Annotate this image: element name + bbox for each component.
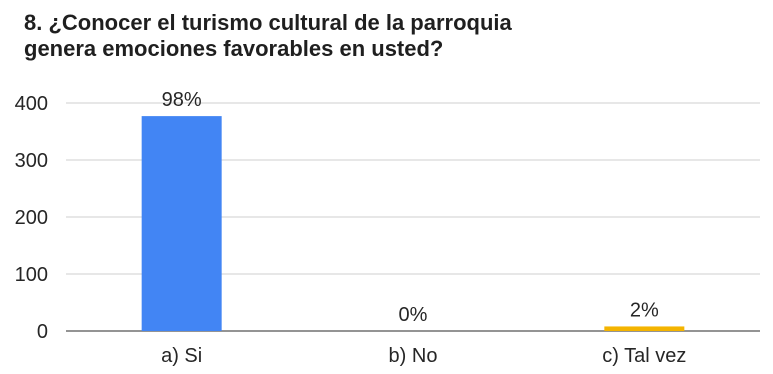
y-axis-ticks: 0 100 200 300 400 [15, 93, 48, 343]
y-tick-label: 400 [15, 93, 48, 115]
y-tick-label: 300 [15, 150, 48, 172]
y-tick-label: 100 [15, 264, 48, 286]
y-tick-label: 200 [15, 207, 48, 229]
x-axis-ticks: a) Si b) No c) Tal vez [161, 345, 686, 367]
chart-title-line-1: 8. ¿Conocer el turismo cultural de la pa… [24, 10, 512, 35]
y-tick-label: 0 [37, 321, 48, 343]
bar [141, 116, 222, 331]
data-labels: 98% 0% 2% [162, 89, 659, 326]
data-label: 2% [630, 299, 659, 321]
bar [604, 326, 685, 331]
x-tick-label: b) No [389, 345, 438, 367]
data-label: 98% [162, 89, 202, 111]
x-tick-label: c) Tal vez [602, 345, 686, 367]
bars [141, 116, 685, 331]
chart-title-line-2: genera emociones favorables en usted? [24, 36, 444, 61]
chart-title: 8. ¿Conocer el turismo cultural de la pa… [24, 10, 744, 62]
data-label: 0% [399, 304, 428, 326]
x-tick-label: a) Si [161, 345, 202, 367]
